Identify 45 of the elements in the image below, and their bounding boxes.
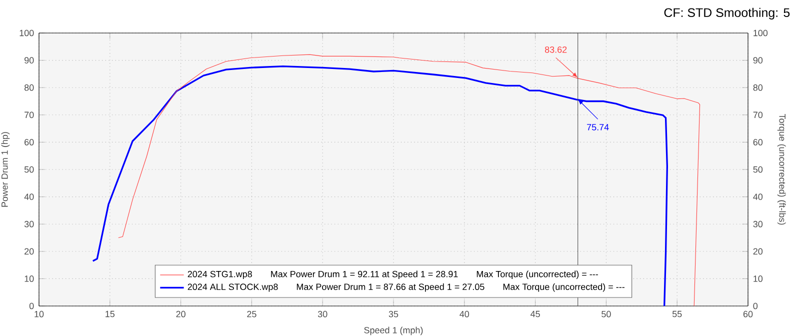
x-tick-label: 55: [672, 310, 682, 318]
y2-tick-label: 40: [753, 194, 763, 200]
y2-tick-label: 60: [753, 139, 763, 146]
y2-tick-label: 100: [754, 30, 768, 36]
x-axis-title: Speed 1 (mph): [364, 326, 423, 336]
y-tick-label: 40: [24, 194, 34, 200]
y2-tick-label: 80: [753, 84, 763, 91]
y-tick-label: 60: [24, 139, 34, 146]
x-tick-label: 35: [388, 310, 398, 318]
y-tick-label: 80: [24, 84, 34, 91]
y2-tick-label: 70: [753, 112, 763, 118]
x-tick-label: 10: [34, 310, 44, 318]
y-tick-label: 70: [24, 112, 34, 118]
y2-tick-label: 30: [753, 220, 763, 228]
x-tick-label: 15: [106, 310, 115, 318]
x-tick-label: 20: [176, 310, 186, 318]
y2-tick-label: 0: [753, 302, 758, 310]
y-tick-label: 90: [24, 57, 34, 64]
annotation: Max Torque (uncorrected) = ---: [476, 270, 598, 280]
y-tick-label: 30: [24, 220, 34, 228]
x-tick-label: 30: [318, 310, 328, 318]
annotation: Max Torque (uncorrected) = ---: [503, 283, 624, 292]
x-tick-label: 25: [247, 310, 256, 318]
annotation: 75.74: [587, 124, 609, 130]
y-tick-label: 100: [20, 30, 34, 36]
y-axis-title: Power Drum 1 (hp): [1, 132, 10, 207]
y-tick-label: 20: [24, 248, 34, 255]
y2-tick-label: 20: [753, 248, 763, 255]
annotation: Max Power Drum 1 = 87.66 at Speed 1 = 27.05: [296, 283, 484, 292]
y2-tick-label: 90: [753, 57, 763, 64]
y-tick-label: 0: [29, 302, 34, 310]
y-tick-label: 10: [24, 276, 34, 282]
annotation: Max Power Drum 1 = 92.11 at Speed 1 = 28.91: [271, 270, 458, 280]
y2-axis-title: Torque (uncorrected) (ft-lbs): [777, 114, 786, 225]
y2-tick-label: 50: [753, 166, 763, 173]
x-tick-label: 50: [602, 310, 611, 318]
x-tick-label: 60: [743, 310, 753, 318]
x-tick-label: 40: [460, 310, 470, 318]
annotation: 83.62: [544, 46, 567, 53]
y-tick-label: 50: [24, 166, 34, 173]
legend-label: 2024 ALL STOCK.wp8: [188, 284, 278, 292]
legend-label: 2024 STG1.wp8: [188, 270, 252, 280]
text: CF: STD Smoothing: 5: [664, 8, 790, 20]
x-tick-label: 45: [530, 310, 540, 318]
y2-tick-label: 10: [754, 276, 763, 282]
